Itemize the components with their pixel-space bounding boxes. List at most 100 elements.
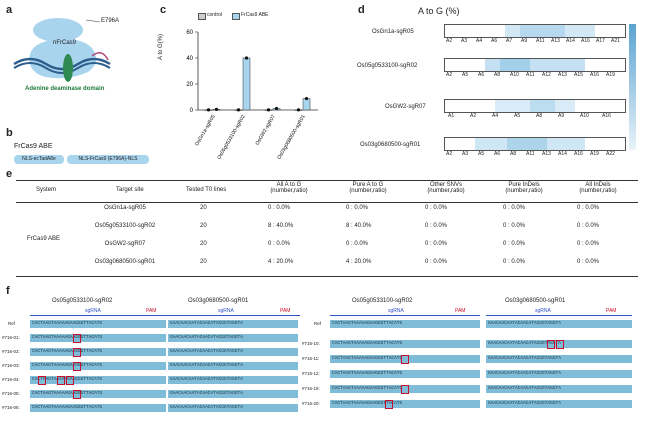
category-label: Os05g0533100-sgR02 [216, 114, 246, 160]
edit-marker [66, 376, 74, 385]
f-left-seq2-row: GAACAACAATACAACATACGGTAGGTA [168, 376, 298, 384]
f-right-seq1-row: CACTAAGTAAAAAGAAGGGTTACATG [330, 355, 480, 363]
f-right-pam-1: PAM [455, 308, 466, 314]
data-point [304, 96, 309, 101]
system-name: FrCas9 ABE [27, 236, 61, 242]
f-right-title-2: Os03g0680500-sgR01 [505, 298, 566, 304]
f-right-seq2-row: GAACAACAATACAACATACGGTAGGTA [486, 355, 632, 363]
edit-marker [57, 376, 65, 385]
f-left-title-1: Os05g0533100-sgR02 [52, 298, 113, 304]
protein-label: nFrCas9 [53, 40, 77, 46]
f-right-seq2-row: GAACAACAATACAACATACGGTAGGTA [486, 400, 632, 408]
legend-swatch-control [198, 13, 206, 20]
edit-marker [385, 400, 393, 409]
edit-marker [401, 355, 409, 364]
panel-label-b: b [6, 127, 13, 139]
table-row: Os03g0680500-sgR01 20 4 : 20.0% 4 : 20.0… [94, 259, 600, 265]
data-point [244, 56, 249, 60]
data-point [214, 107, 219, 111]
heatmap-title: A to G (%) [418, 6, 460, 16]
bar-chart: 0 20 40 60 OsGn1a-sgR05 Os05g0533100-sgR02 OsG… [186, 30, 318, 160]
f-right-sgrna-1: sgRNA [388, 308, 404, 314]
f-right-pam-2: PAM [606, 308, 617, 314]
f-left-seq1-ref: CACTAAGTAAAAAGAAGGGTTACATG [30, 320, 166, 328]
heat-ticks-2: A2 A5 A6 A8 A10 A11 A12 A13 A15 A16 A19 [446, 72, 615, 78]
f-left-seq1-row: CACTAAGTAAAAAGAAGGGTTACATG [30, 376, 166, 384]
heat-ticks-3: A1 A2 A4 A5 A8 A9 A10 A16 [448, 113, 611, 119]
domain-label: Adenine deaminase domain [25, 86, 105, 92]
legend-swatch-abe [232, 13, 240, 20]
heat-ticks-4: A2 A3 A5 A6 A8 A11 A13 A14 A16 A19 A22 [446, 151, 615, 157]
y-tick-label: 40 [186, 56, 193, 62]
f-left-sgrna-2: sgRNA [218, 308, 234, 314]
bar-frcas9-abe [302, 98, 311, 111]
edit-marker [73, 390, 81, 399]
bar-frcas9-abe [242, 57, 251, 111]
heatmap-colorbar [629, 24, 636, 150]
f-left-seq2-row: GAACAACAATACAACATACGGTAGGTA [168, 348, 298, 356]
heatmap-row-3 [444, 99, 626, 113]
table-header: System Target site Tested T0 lines All A… [36, 182, 617, 194]
f-left-sgrna-1: sgRNA [85, 308, 101, 314]
f-left-seq2-ref: GAACAACAATACAACATACGGTAGGTA [168, 320, 298, 328]
construct-part-tada: NLS-ecTadA8e [14, 155, 64, 164]
y-tick-label: 60 [186, 30, 193, 36]
data-point [236, 108, 241, 112]
panel-label-a: a [6, 4, 13, 16]
legend-abe: FrCas9 ABE [241, 12, 269, 18]
construct-part-cas9: NLS-FrCas9 (E796A)-NLS [67, 155, 149, 164]
f-right-sgrna-2: sgRNA [535, 308, 551, 314]
f-left-pam-2: PAM [280, 308, 291, 314]
heat-site-4: Os03g0680500-sgR01 [360, 142, 421, 148]
f-left-title-2: Os03g0680500-sgR01 [188, 298, 249, 304]
edit-marker [556, 340, 564, 349]
f-left-seq2-row: GAACAACAATACAACATACGGTAGGTA [168, 404, 298, 412]
construct-title: FrCas9 ABE [14, 143, 53, 150]
f-right-seq1-row: CACTAAGTAAAAAGAAGGGTTACATG [330, 340, 480, 348]
category-label: OsGn1a-sgR05 [194, 114, 217, 147]
f-right-seq2-row: GAACAACAATACAACATACGGTAGGTA [486, 385, 632, 393]
heat-ticks-1: A2 A3 A4 A6 A7 A9 A11 A13 A14 A16 A17 A21 [446, 38, 620, 44]
edit-marker [73, 348, 81, 357]
category-label: Os03g0680500-sgR01 [276, 114, 306, 160]
data-point [206, 108, 211, 112]
heatmap-row-2 [444, 58, 626, 72]
table-row: Os05g0533100-sgR02 20 8 : 40.0% 8 : 40.0… [94, 223, 600, 229]
f-left-seq1-row: CACTAAGTAAAAAGAAGGGTTACATG [30, 404, 166, 412]
chart-ylabel: A to G(%) [158, 33, 164, 60]
edit-marker [547, 340, 555, 349]
data-point [296, 108, 301, 112]
edit-marker [73, 362, 81, 371]
cas9-structure-diagram [13, 18, 111, 82]
f-left-seq2-row: GAACAACAATACAACATACGGTAGGTA [168, 390, 298, 398]
heat-site-3: OsGW2-sgR07 [385, 104, 426, 110]
f-right-seq1-row: CACTAAGTAAAAAGAAGGGTTACATG [330, 385, 480, 393]
panel-label-f: f [6, 285, 10, 297]
heatmap-row-4 [444, 137, 626, 151]
f-left-seq1-row: CACTAAGTAAAAAGAAGGGTTACATG [30, 348, 166, 356]
f-left-seq1-row: CACTAAGTAAAAAGAAGGGTTACATG [30, 334, 166, 342]
f-right-seq1-ref: CACTAAGTAAAAAGAAGGGTTACATG [330, 320, 480, 328]
edit-marker [73, 334, 81, 343]
edit-marker [401, 385, 409, 394]
data-point [266, 108, 271, 112]
panel-label-d: d [358, 4, 365, 16]
f-right-seq1-row: CACTAAGTAAAAAGAAGGGTTACATG [330, 370, 480, 378]
data-point [274, 106, 279, 111]
mutation-label: E796A [101, 18, 120, 24]
y-tick-label: 0 [190, 108, 194, 114]
f-right-seq1-row: CACTAAGTAAAAAGAAGGGTTACATG [330, 400, 480, 408]
f-right-seq2-row: GAACAACAATACAACATACGGTAGGTA [486, 340, 632, 348]
heat-site-1: OsGn1a-sgR05 [372, 29, 414, 35]
heatmap-row-1 [444, 24, 626, 38]
f-right-seq2-row: GAACAACAATACAACATACGGTAGGTA [486, 370, 632, 378]
panel-label-c: c [160, 4, 167, 16]
f-left-seq1-row: CACTAAGTAAAAAGAAGGGTTACATG [30, 390, 166, 398]
f-right-title-1: Os05g0533100-sgR02 [352, 298, 413, 304]
f-left-seq2-row: GAACAACAATACAACATACGGTAGGTA [168, 362, 298, 370]
panel-label-e: e [6, 168, 13, 180]
f-left-seq1-row: CACTAAGTAAAAAGAAGGGTTACATG [30, 362, 166, 370]
f-left-pam-1: PAM [146, 308, 157, 314]
category-label: OsGW2-sgR07 [255, 114, 277, 147]
f-left-seq2-row: GAACAACAATACAACATACGGTAGGTA [168, 334, 298, 342]
